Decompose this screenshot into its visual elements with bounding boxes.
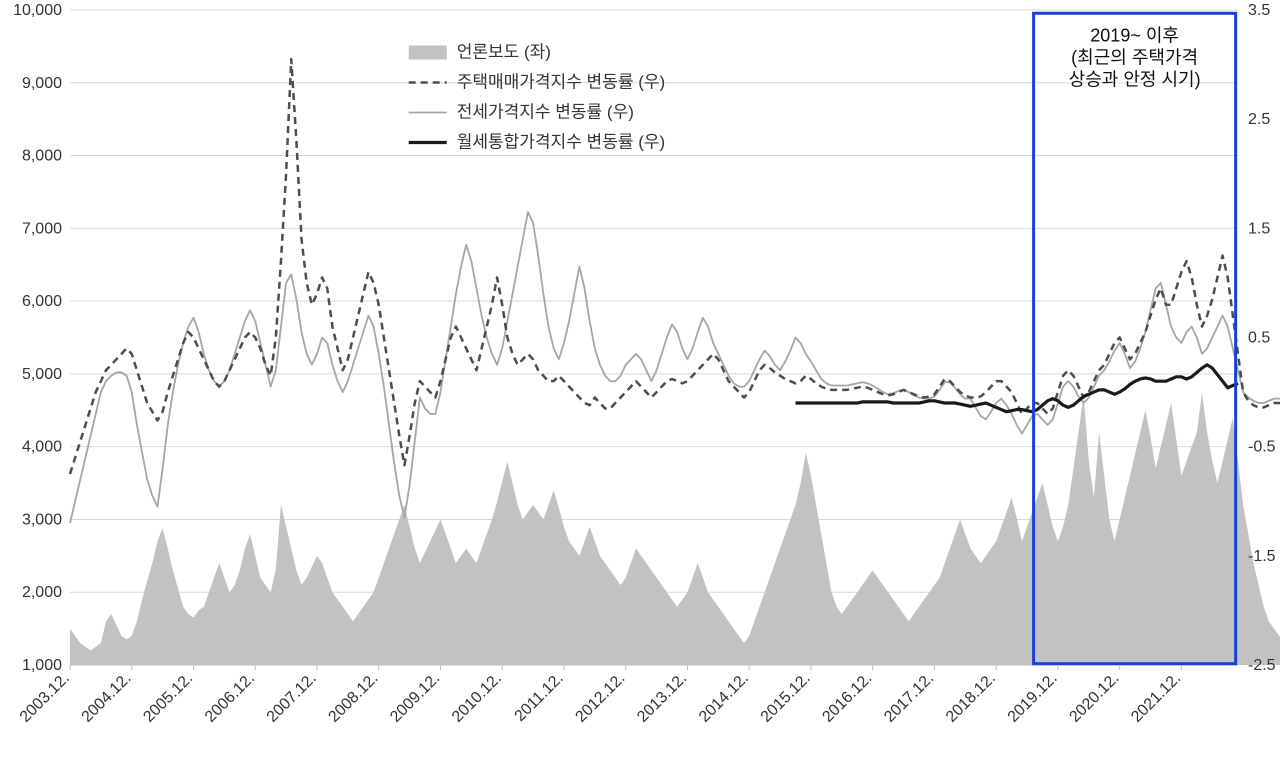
ytick-right: -1.5 (1248, 548, 1276, 565)
ytick-left: 10,000 (13, 2, 62, 19)
legend-label: 언론보도 (좌) (457, 42, 551, 61)
ytick-right: 0.5 (1248, 330, 1270, 347)
ytick-right: 3.5 (1248, 2, 1270, 19)
ytick-left: 9,000 (22, 75, 62, 92)
legend-swatch (409, 45, 447, 59)
annotation-text: 2019~ 이후 (1090, 25, 1179, 45)
ytick-left: 3,000 (22, 511, 62, 528)
annotation-text: 상승과 안정 시기) (1069, 69, 1201, 89)
chart-svg: 1,000 2,000 3,000 4,000 5,000 6,000 7,000 8,000… (0, 0, 1280, 760)
legend-label: 주택매매가격지수 변동률 (우) (457, 72, 665, 91)
ytick-left: 6,000 (22, 293, 62, 310)
ytick-right: -2.5 (1248, 657, 1276, 674)
ytick-right: 1.5 (1248, 220, 1270, 237)
chart-container: 1,000 2,000 3,000 4,000 5,000 6,000 7,000 8,000… (0, 0, 1280, 760)
ytick-left: 7,000 (22, 220, 62, 237)
ytick-left: 4,000 (22, 439, 62, 456)
ytick-right: -0.5 (1248, 439, 1276, 456)
ytick-left: 5,000 (22, 366, 62, 383)
ytick-right: 2.5 (1248, 111, 1270, 128)
legend-label: 전세가격지수 변동률 (우) (457, 102, 634, 121)
ytick-left: 2,000 (22, 584, 62, 601)
legend-label: 월세통합가격지수 변동률 (우) (457, 132, 665, 151)
ytick-left: 8,000 (22, 148, 62, 165)
annotation-text: (최근의 주택가격 (1071, 47, 1198, 67)
ytick-left: 1,000 (22, 657, 62, 674)
